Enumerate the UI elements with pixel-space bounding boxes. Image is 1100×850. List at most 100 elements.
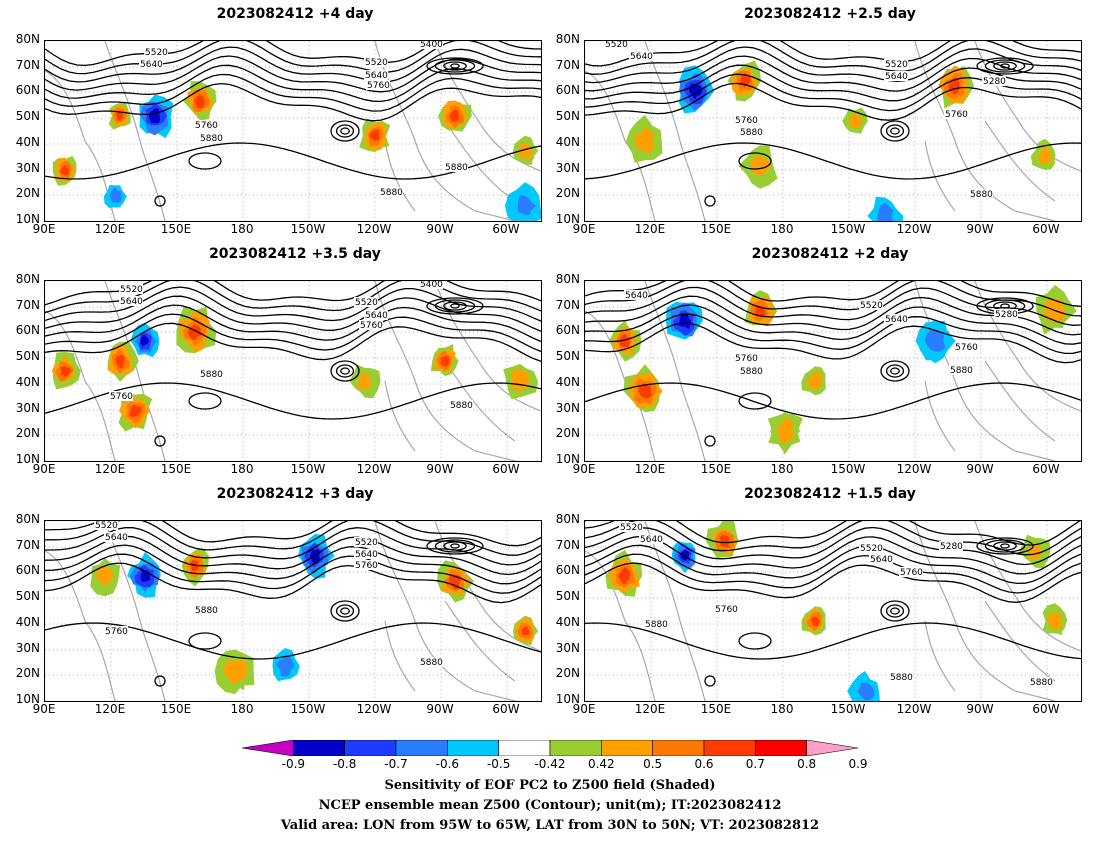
x-tick-label: 120E bbox=[94, 702, 126, 716]
x-tick-label: 150E bbox=[160, 462, 192, 476]
x-tick-label: 90E bbox=[32, 702, 56, 716]
sensitivity-shading bbox=[438, 100, 472, 132]
contour-label: 5520 bbox=[885, 60, 908, 70]
y-tick-label: 80N bbox=[555, 512, 580, 526]
contour-label: 5760 bbox=[110, 392, 133, 402]
y-tick-label: 60N bbox=[555, 83, 580, 97]
x-tick-label: 60W bbox=[1032, 222, 1060, 236]
sensitivity-shading bbox=[90, 557, 121, 597]
contour-label: 5760 bbox=[955, 343, 978, 353]
y-tick-label: 60N bbox=[15, 83, 40, 97]
y-tick-label: 80N bbox=[555, 32, 580, 46]
contour-label: 5520 bbox=[605, 41, 628, 50]
contour-label: 5760 bbox=[105, 627, 128, 637]
y-tick-label: 60N bbox=[15, 563, 40, 577]
x-tick-label: 180 bbox=[230, 462, 254, 476]
contour-label: 5760 bbox=[715, 605, 738, 615]
x-tick-label: 120E bbox=[94, 222, 126, 236]
y-tick-label: 70N bbox=[15, 538, 40, 552]
closed-contour bbox=[704, 195, 716, 207]
contour-label: 5760 bbox=[735, 354, 758, 364]
y-tick-label: 20N bbox=[15, 186, 40, 200]
sensitivity-shading bbox=[504, 182, 541, 221]
colorbar-segment bbox=[344, 740, 397, 756]
colorbar-segment bbox=[601, 740, 653, 756]
x-tick-label: 120W bbox=[356, 222, 392, 236]
coastlines bbox=[585, 281, 1081, 461]
colorbar-segment bbox=[395, 740, 448, 756]
sensitivity-shading bbox=[801, 606, 826, 636]
sensitivity-shading bbox=[801, 366, 826, 396]
z500-contours bbox=[45, 521, 541, 687]
contour-label: 5400 bbox=[420, 41, 443, 50]
x-tick-label: 150E bbox=[160, 702, 192, 716]
x-tick-label: 60W bbox=[492, 462, 520, 476]
y-tick-label: 10N bbox=[555, 452, 580, 466]
panel-title-1: 2023082412 +4 day bbox=[216, 6, 374, 22]
y-tick-label: 70N bbox=[15, 298, 40, 312]
y-tick-label: 20N bbox=[555, 666, 580, 680]
x-tick-label: 120E bbox=[634, 462, 666, 476]
x-tick-label: 120E bbox=[94, 462, 126, 476]
x-tick-label: 180 bbox=[770, 702, 794, 716]
closed-contour bbox=[738, 152, 772, 170]
sensitivity-shading bbox=[182, 81, 217, 121]
x-tick-label: 180 bbox=[770, 222, 794, 236]
closed-contour bbox=[880, 120, 910, 142]
y-tick-label: 40N bbox=[555, 375, 580, 389]
sensitivity-shading bbox=[359, 118, 391, 153]
caption-line-1: Sensitivity of EOF PC2 to Z500 field (Sh… bbox=[384, 778, 716, 793]
y-tick-label: 40N bbox=[15, 135, 40, 149]
closed-contour bbox=[738, 392, 772, 410]
contour-label: 5880 bbox=[200, 370, 223, 380]
y-tick-label: 50N bbox=[15, 589, 40, 603]
y-tick-label: 50N bbox=[555, 589, 580, 603]
contour-label: 5880 bbox=[380, 188, 403, 198]
sensitivity-shading bbox=[130, 322, 160, 358]
map-panel-1: 5520 5640 5520 5640 5760 5760 5880 5880 5880 5400 bbox=[44, 40, 542, 222]
closed-contour bbox=[880, 600, 910, 622]
sensitivity-shading bbox=[666, 301, 703, 340]
contour-label: 5880 bbox=[890, 673, 913, 683]
caption-line-2: NCEP ensemble mean Z500 (Contour); unit(… bbox=[318, 798, 782, 813]
contour-label: 5880 bbox=[970, 190, 993, 200]
closed-contour bbox=[154, 195, 166, 207]
x-tick-label: 90E bbox=[572, 462, 596, 476]
sensitivity-shading bbox=[139, 94, 174, 139]
z500-contours bbox=[585, 521, 1081, 687]
sensitivity-shading bbox=[705, 521, 739, 558]
sensitivity-shading bbox=[1042, 603, 1068, 636]
y-tick-label: 30N bbox=[555, 401, 580, 415]
x-tick-label: 90W bbox=[426, 222, 454, 236]
y-tick-label: 80N bbox=[15, 272, 40, 286]
y-tick-label: 80N bbox=[15, 512, 40, 526]
x-tick-label: 150W bbox=[830, 702, 866, 716]
colorbar-segment bbox=[806, 740, 858, 756]
x-tick-label: 90W bbox=[426, 462, 454, 476]
x-tick-label: 180 bbox=[230, 222, 254, 236]
contour-label: 5760 bbox=[735, 116, 758, 126]
x-tick-label: 90W bbox=[966, 702, 994, 716]
contour-label: 5880 bbox=[950, 366, 973, 376]
x-tick-label: 150W bbox=[290, 462, 326, 476]
colorbar-segment bbox=[755, 740, 807, 756]
sensitivity-shading bbox=[1035, 284, 1077, 335]
z500-contours bbox=[45, 41, 541, 207]
colorbar bbox=[242, 740, 858, 756]
y-tick-label: 60N bbox=[555, 563, 580, 577]
y-tick-label: 60N bbox=[15, 323, 40, 337]
closed-contour bbox=[330, 600, 360, 622]
x-tick-label: 120E bbox=[634, 222, 666, 236]
closed-contour bbox=[188, 632, 222, 650]
x-tick-label: 90E bbox=[572, 222, 596, 236]
x-tick-label: 60W bbox=[1032, 462, 1060, 476]
x-tick-label: 60W bbox=[492, 702, 520, 716]
x-tick-label: 150W bbox=[290, 222, 326, 236]
x-tick-label: 120W bbox=[896, 222, 932, 236]
colorbar-segment bbox=[293, 740, 345, 756]
contour-label: 5520 bbox=[355, 298, 378, 308]
sensitivity-shading bbox=[52, 155, 77, 186]
closed-contour bbox=[704, 435, 716, 447]
contour-label: 5880 bbox=[740, 128, 763, 138]
contour-label: 5280 bbox=[940, 542, 963, 552]
